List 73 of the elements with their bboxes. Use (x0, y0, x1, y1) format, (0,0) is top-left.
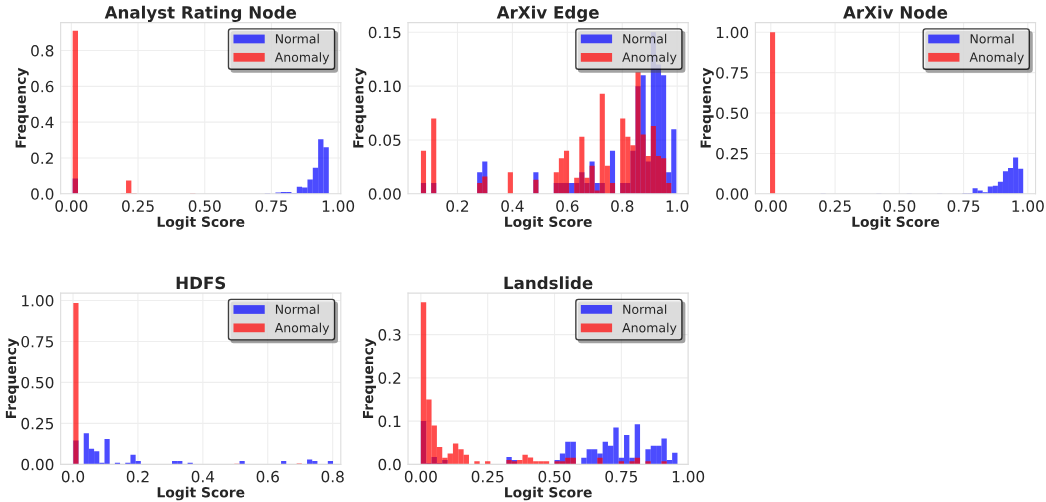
chart-title: ArXiv Edge (496, 5, 599, 23)
y-axis-title: Frequency (15, 67, 29, 148)
x-tick-label: 0.75 (605, 470, 638, 483)
y-tick-label: 1.00 (22, 294, 54, 307)
legend-label: Anomaly (274, 52, 330, 65)
y-tick-label: 0.3 (378, 329, 401, 341)
x-tick-label: 0.25 (819, 200, 851, 212)
x-tick-label: 0.4 (501, 200, 524, 212)
y-axis-title: Frequency (700, 67, 714, 148)
x-tick-label: 0.25 (122, 200, 154, 212)
chart-title: HDFS (176, 276, 226, 290)
x-tick-label: 0.50 (188, 200, 221, 212)
x-tick-label: 1.0 (666, 200, 689, 212)
x-tick-label: 0.25 (471, 470, 504, 483)
x-tick-label: 0.50 (883, 200, 916, 212)
legend-label: Anomaly (274, 322, 330, 335)
x-axis-title: Logit Score (505, 216, 592, 230)
y-tick-label: 1.00 (716, 26, 749, 39)
y-tick-label: 0.0 (31, 188, 54, 200)
chart-title: Landslide (504, 276, 593, 290)
y-axis-title: Frequency (5, 338, 20, 419)
y-tick-label: 0.75 (716, 67, 748, 79)
y-tick-label: 0.8 (31, 45, 54, 57)
y-tick-label: 0.75 (21, 335, 54, 348)
x-tick-label: 0.6 (556, 200, 579, 212)
legend-label: Normal (623, 304, 667, 315)
x-tick-label: 0.2 (126, 470, 149, 483)
y-axis-title: Frequency (353, 67, 367, 148)
y-tick-label: 0.50 (21, 376, 54, 389)
y-tick-label: 0.00 (368, 188, 401, 200)
x-axis-title: Logit Score (157, 216, 245, 230)
y-tick-label: 0.2 (378, 372, 401, 384)
y-axis-title: Frequency (362, 338, 377, 419)
y-tick-label: 0.15 (368, 26, 401, 39)
x-tick-label: 0.00 (55, 200, 88, 212)
x-tick-label: 0.6 (256, 470, 279, 483)
chart-title: Analyst Rating Node (104, 5, 297, 23)
x-tick-label: 0.75 (255, 200, 288, 212)
y-tick-label: 0.25 (21, 417, 54, 430)
y-tick-label: 0.4 (31, 116, 54, 129)
chart-title: ArXiv Node (843, 5, 948, 19)
x-tick-label: 1.00 (672, 470, 705, 483)
x-tick-label: 0.00 (404, 470, 437, 483)
y-tick-label: 0.6 (31, 80, 54, 93)
y-tick-label: 0.10 (368, 80, 401, 93)
legend-label: Normal (970, 33, 1014, 44)
y-tick-label: 0.2 (31, 152, 53, 165)
x-axis-title: Logit Score (505, 486, 592, 501)
x-tick-label: 0.00 (754, 200, 787, 212)
x-tick-label: 1.00 (1012, 200, 1044, 212)
x-tick-label: 0.0 (61, 470, 85, 483)
x-tick-label: 0.75 (947, 200, 980, 212)
x-axis-title: Logit Score (852, 216, 940, 230)
x-tick-label: 1.00 (322, 200, 355, 212)
legend-label: Normal (275, 33, 319, 44)
legend-label: Normal (623, 33, 667, 44)
x-tick-label: 0.8 (321, 470, 344, 483)
y-tick-label: 0.00 (716, 188, 749, 200)
y-tick-label: 0.05 (368, 134, 401, 146)
y-tick-label: 0.0 (378, 458, 401, 471)
legend-label: Anomaly (622, 52, 677, 65)
x-tick-label: 0.4 (191, 470, 215, 483)
x-tick-label: 0.8 (611, 200, 634, 212)
y-tick-label: 0.50 (716, 107, 749, 120)
legend-label: Normal (275, 304, 319, 315)
x-tick-label: 0.2 (446, 200, 469, 212)
y-tick-label: 0.1 (378, 415, 401, 428)
legend-label: Anomaly (622, 322, 677, 335)
x-tick-label: 0.50 (538, 470, 571, 483)
y-tick-label: 0.25 (716, 147, 748, 160)
y-tick-label: 0.00 (21, 458, 54, 471)
legend-label: Anomaly (969, 52, 1024, 65)
x-axis-title: Logit Score (157, 486, 245, 501)
